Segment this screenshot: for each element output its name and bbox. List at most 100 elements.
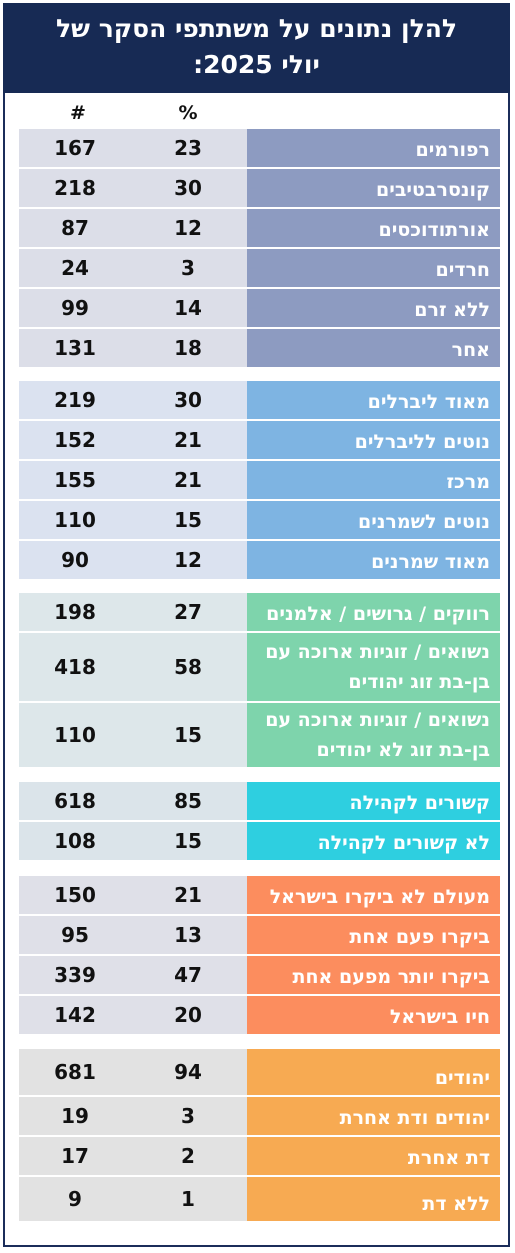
row-label: נוטים לשמרנים (247, 501, 500, 539)
page-title: להלן נתונים על משתתפי הסקר של יולי 2025: (3, 3, 510, 93)
table-row: ביקרו פעם אחת 13 95 (19, 916, 500, 954)
table-row: חיו בישראל 20 142 (19, 996, 500, 1034)
table-row: קונסרבטיבים 30 218 (19, 169, 500, 207)
row-count: 131 (54, 336, 96, 360)
table-row: נוטים לליברלים 21 152 (19, 421, 500, 459)
row-count: 167 (54, 136, 96, 160)
row-label: ביקרו יותר מפעם אחת (247, 956, 500, 994)
row-percent: 27 (174, 600, 202, 624)
row-label: אחר (247, 329, 500, 367)
table-row: נשואים / זוגיות ארוכה עם בן-בת זוג לא יה… (19, 703, 500, 767)
title-line-1: להלן נתונים על משתתפי הסקר של (55, 14, 458, 43)
row-label: רפורמים (247, 129, 500, 167)
table-row: ביקרו יותר מפעם אחת 47 339 (19, 956, 500, 994)
row-percent: 13 (174, 923, 202, 947)
row-count: 681 (54, 1060, 96, 1084)
table-row: רפורמים 23 167 (19, 129, 500, 167)
row-label: נשואים / זוגיות ארוכה עם בן-בת זוג יהודי… (247, 633, 500, 701)
row-count: 418 (54, 655, 96, 679)
row-count: 219 (54, 388, 96, 412)
row-count: 17 (61, 1144, 89, 1168)
row-label: נשואים / זוגיות ארוכה עם בן-בת זוג לא יה… (247, 703, 500, 767)
row-count: 87 (61, 216, 89, 240)
table-row: אחר 18 131 (19, 329, 500, 367)
table-row: קשורים לקהילה 85 618 (19, 782, 500, 820)
row-label: חיו בישראל (247, 996, 500, 1034)
row-label: מאוד שמרנים (247, 541, 500, 579)
row-label: מרכז (247, 461, 500, 499)
row-label: לא קשורים לקהילה (247, 822, 500, 860)
table-row: נוטים לשמרנים 15 110 (19, 501, 500, 539)
row-percent: 21 (174, 883, 202, 907)
row-label: מעולם לא ביקרו בישראל (247, 876, 500, 914)
row-percent: 21 (174, 428, 202, 452)
row-label: חרדים (247, 249, 500, 287)
row-percent: 47 (174, 963, 202, 987)
row-percent: 18 (174, 336, 202, 360)
table-row: חרדים 3 24 (19, 249, 500, 287)
table-row: אורתודוכסים 12 87 (19, 209, 500, 247)
row-percent: 2 (181, 1144, 195, 1168)
row-count: 9 (68, 1187, 82, 1211)
row-count: 95 (61, 923, 89, 947)
row-label: דת אחרת (247, 1137, 500, 1175)
row-count: 339 (54, 963, 96, 987)
row-count: 99 (61, 296, 89, 320)
row-label: ללא דת (247, 1177, 500, 1221)
row-percent: 15 (174, 829, 202, 853)
row-percent: 12 (174, 548, 202, 572)
table-row: לא קשורים לקהילה 15 108 (19, 822, 500, 860)
row-count: 152 (54, 428, 96, 452)
row-label: אורתודוכסים (247, 209, 500, 247)
row-label: ביקרו פעם אחת (247, 916, 500, 954)
row-count: 155 (54, 468, 96, 492)
row-count: 150 (54, 883, 96, 907)
row-label: קשורים לקהילה (247, 782, 500, 820)
row-percent: 30 (174, 388, 202, 412)
row-label: קונסרבטיבים (247, 169, 500, 207)
table-row: מרכז 21 155 (19, 461, 500, 499)
row-percent: 20 (174, 1003, 202, 1027)
row-percent: 23 (174, 136, 202, 160)
row-count: 19 (61, 1104, 89, 1128)
row-percent: 30 (174, 176, 202, 200)
row-count: 198 (54, 600, 96, 624)
row-percent: 94 (174, 1060, 202, 1084)
table-row: ללא דת 1 9 (19, 1177, 500, 1221)
row-label: יהודים ודת אחרת (247, 1097, 500, 1135)
row-count: 218 (54, 176, 96, 200)
row-count: 108 (54, 829, 96, 853)
row-percent: 15 (174, 508, 202, 532)
row-percent: 15 (174, 723, 202, 747)
row-percent: 58 (174, 655, 202, 679)
count-column-header: # (70, 102, 86, 124)
row-percent: 1 (181, 1187, 195, 1211)
row-label: נוטים לליברלים (247, 421, 500, 459)
row-percent: 21 (174, 468, 202, 492)
table-row: מעולם לא ביקרו בישראל 21 150 (19, 876, 500, 914)
row-percent: 14 (174, 296, 202, 320)
row-label: יהודים (247, 1049, 500, 1095)
row-percent: 3 (181, 256, 195, 280)
row-count: 90 (61, 548, 89, 572)
row-percent: 3 (181, 1104, 195, 1128)
row-label: רווקים / גרושים / אלמנים (247, 593, 500, 631)
row-label: ללא זרם (247, 289, 500, 327)
table-row: מאוד שמרנים 12 90 (19, 541, 500, 579)
table-row: מאוד ליברלים 30 219 (19, 381, 500, 419)
table-row: רווקים / גרושים / אלמנים 27 198 (19, 593, 500, 631)
row-count: 110 (54, 723, 96, 747)
row-count: 618 (54, 789, 96, 813)
row-label: מאוד ליברלים (247, 381, 500, 419)
percent-column-header: % (178, 102, 198, 124)
table-row: יהודים 94 681 (19, 1049, 500, 1095)
table-row: יהודים ודת אחרת 3 19 (19, 1097, 500, 1135)
row-count: 110 (54, 508, 96, 532)
table-row: דת אחרת 2 17 (19, 1137, 500, 1175)
row-percent: 85 (174, 789, 202, 813)
row-percent: 12 (174, 216, 202, 240)
table-row: נשואים / זוגיות ארוכה עם בן-בת זוג יהודי… (19, 633, 500, 701)
title-line-2: יולי 2025: (193, 50, 320, 79)
row-count: 142 (54, 1003, 96, 1027)
table-row: ללא זרם 14 99 (19, 289, 500, 327)
